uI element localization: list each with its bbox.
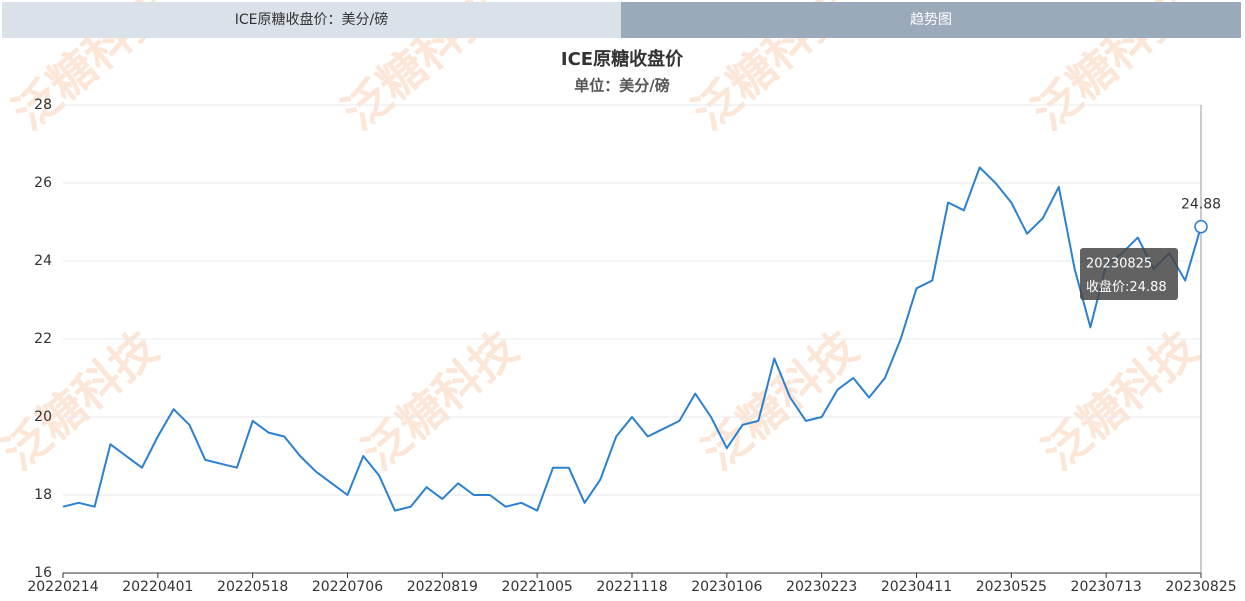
x-tick-label: 20220518 bbox=[217, 579, 288, 595]
y-tick-label: 26 bbox=[34, 175, 52, 191]
x-tick-label: 20230825 bbox=[1165, 579, 1236, 595]
value-label: 24.88 bbox=[1181, 197, 1221, 213]
x-tick-label: 20220401 bbox=[122, 579, 193, 595]
watermark: 泛糖科技 bbox=[1032, 321, 1208, 481]
x-tick-label: 20230713 bbox=[1071, 579, 1142, 595]
watermark: 泛糖科技 bbox=[692, 321, 868, 481]
watermark: 泛糖科技 bbox=[352, 321, 528, 481]
x-tick-label: 20220706 bbox=[312, 579, 383, 595]
tooltip-box bbox=[1080, 248, 1178, 300]
tab[interactable]: 趋势图 bbox=[621, 2, 1241, 38]
x-tick-label: 20221005 bbox=[502, 579, 573, 595]
y-tick-label: 16 bbox=[34, 565, 52, 581]
watermark: 泛糖科技 bbox=[0, 321, 168, 481]
tooltip-date: 20230825 bbox=[1086, 257, 1152, 272]
y-tick-label: 24 bbox=[34, 253, 52, 269]
x-tick-label: 20220214 bbox=[27, 579, 98, 595]
tooltip-number: 24.88 bbox=[1129, 280, 1166, 295]
watermarks: 泛糖科技 泛糖科技 泛糖科技 泛糖科技 泛糖科技 泛糖科技 泛糖科技 泛糖科技 bbox=[0, 0, 1208, 480]
separator: : bbox=[1125, 280, 1129, 295]
x-tick-label: 20230411 bbox=[881, 579, 952, 595]
x-tick-label: 20221118 bbox=[596, 579, 667, 595]
x-tick-label: 20220819 bbox=[407, 579, 478, 595]
tooltip-value: 收盘价:24.88 bbox=[1086, 279, 1167, 295]
y-tick-label: 28 bbox=[34, 97, 52, 113]
y-tick-label: 18 bbox=[34, 487, 52, 503]
y-tick-label: 22 bbox=[34, 331, 52, 347]
x-tick-label: 20230525 bbox=[976, 579, 1047, 595]
point-marker bbox=[1194, 219, 1208, 234]
x-tick-label: 20230223 bbox=[786, 579, 857, 595]
tab[interactable]: ICE原糖收盘价：美分/磅 bbox=[2, 2, 621, 38]
tooltip: 20230825 收盘价:24.88 bbox=[1080, 248, 1178, 300]
chart-title: ICE原糖收盘价 bbox=[561, 48, 684, 70]
x-tick-label: 20230106 bbox=[691, 579, 762, 595]
tooltip-series-name: 收盘价 bbox=[1086, 279, 1125, 295]
line bbox=[62, 166, 1202, 512]
y-tick-label: 20 bbox=[34, 409, 52, 425]
chart-subtitle: 单位：美分/磅 bbox=[574, 77, 669, 95]
